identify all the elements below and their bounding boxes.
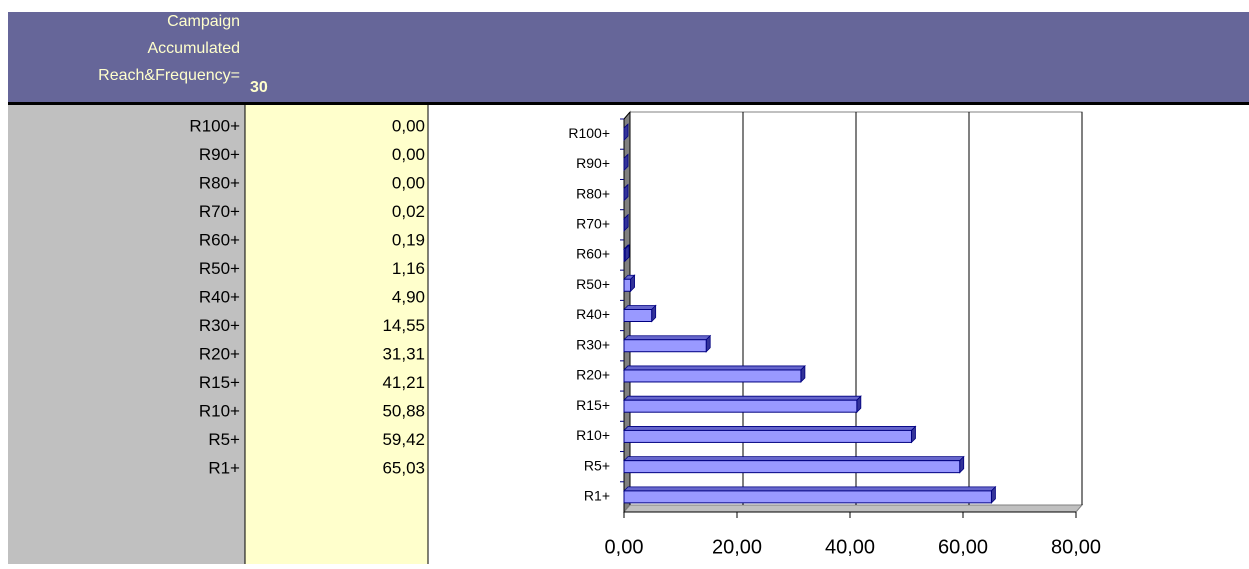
x-tick-label: 60,00	[938, 536, 988, 558]
row-value: 0,00	[392, 116, 425, 135]
x-tick-label: 0,00	[605, 536, 644, 558]
y-tick-label: R30+	[576, 336, 610, 352]
bar-top	[624, 426, 915, 430]
bar-top	[624, 457, 964, 461]
row-label: R5+	[208, 430, 240, 449]
header-line: Reach&Frequency=	[98, 67, 240, 84]
row-label: R40+	[199, 287, 240, 306]
chart-floor	[624, 505, 1082, 512]
bar	[624, 370, 801, 382]
row-value: 59,42	[382, 430, 425, 449]
row-label: R1+	[208, 458, 240, 477]
y-tick-label: R1+	[584, 488, 610, 504]
bar	[624, 310, 652, 322]
bar	[624, 340, 706, 352]
row-value: 0,00	[392, 173, 425, 192]
row-label: R100+	[189, 116, 240, 135]
x-tick-label: 80,00	[1051, 536, 1101, 558]
row-value: 0,02	[392, 202, 425, 221]
row-label: R20+	[199, 344, 240, 363]
y-tick-label: R50+	[576, 276, 610, 292]
row-value: 4,90	[392, 287, 425, 306]
bar	[624, 279, 631, 291]
x-tick-label: 20,00	[712, 536, 762, 558]
y-tick-label: R70+	[576, 216, 610, 232]
y-tick-label: R100+	[568, 125, 610, 141]
bar	[624, 249, 625, 261]
bar	[624, 400, 857, 412]
bar-top	[624, 487, 995, 491]
row-value: 0,00	[392, 145, 425, 164]
row-label: R60+	[199, 230, 240, 249]
row-value: 1,16	[392, 259, 425, 278]
row-value: 41,21	[382, 373, 425, 392]
header-border	[8, 102, 1249, 105]
row-value: 14,55	[382, 316, 425, 335]
y-tick-label: R60+	[576, 246, 610, 262]
row-value: 50,88	[382, 401, 425, 420]
bar-top	[624, 396, 861, 400]
y-tick-label: R10+	[576, 427, 610, 443]
bar	[624, 461, 960, 473]
row-value: 0,19	[392, 230, 425, 249]
y-tick-label: R15+	[576, 397, 610, 413]
row-label: R10+	[199, 401, 240, 420]
x-tick-label: 40,00	[825, 536, 875, 558]
y-tick-label: R5+	[584, 457, 610, 473]
row-value: 65,03	[382, 458, 425, 477]
header-line: Accumulated	[148, 40, 241, 57]
row-label: R30+	[199, 316, 240, 335]
bar	[624, 430, 911, 442]
bar-top	[624, 336, 710, 340]
bar-top	[624, 306, 656, 310]
header-line: Campaign	[167, 13, 240, 30]
row-label: R70+	[199, 202, 240, 221]
row-label: R15+	[199, 373, 240, 392]
y-tick-label: R40+	[576, 306, 610, 322]
bar	[624, 491, 991, 503]
header-value: 30	[250, 79, 268, 96]
row-label: R90+	[199, 145, 240, 164]
y-tick-label: R80+	[576, 185, 610, 201]
bar-top	[624, 366, 805, 370]
y-tick-label: R90+	[576, 155, 610, 171]
row-label: R80+	[199, 173, 240, 192]
row-label: R50+	[199, 259, 240, 278]
y-tick-label: R20+	[576, 367, 610, 383]
row-value: 31,31	[382, 344, 425, 363]
